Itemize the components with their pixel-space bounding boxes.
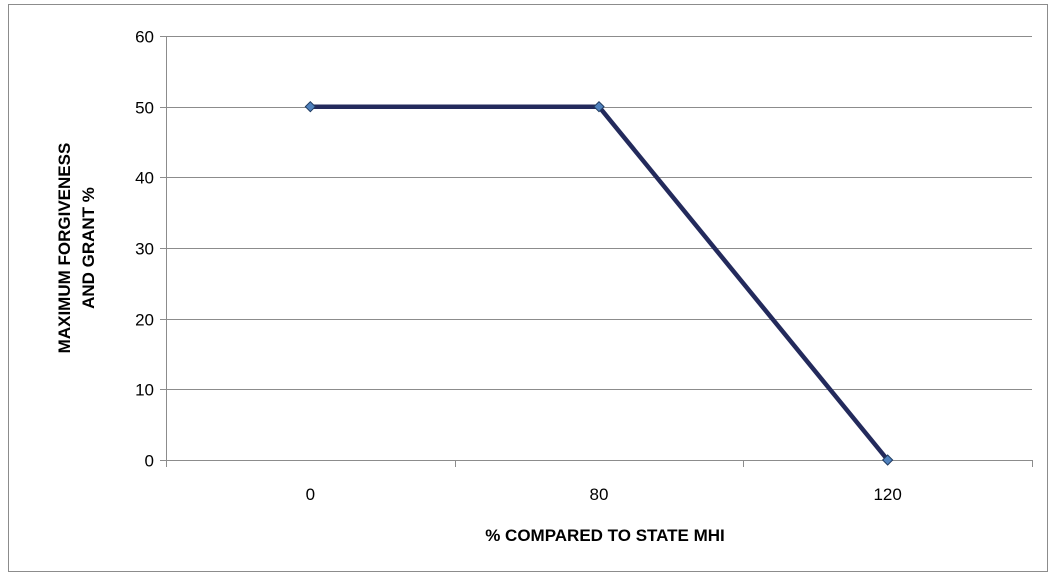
axes [160, 36, 1033, 467]
x-tick-labels: 0 80 120 [306, 485, 902, 504]
y-tick-label: 0 [145, 452, 154, 471]
y-tick-label: 50 [135, 99, 154, 118]
chart-area [8, 4, 1048, 572]
x-tick-label: 120 [873, 485, 901, 504]
y-tick-label: 30 [135, 240, 154, 259]
data-point-marker [881, 454, 894, 466]
x-axis-title: % COMPARED TO STATE MHI [485, 526, 725, 545]
x-tick-label: 80 [590, 485, 609, 504]
data-point-marker [593, 100, 605, 113]
data-point-marker [304, 100, 317, 113]
y-tick-label: 60 [135, 28, 154, 47]
gridlines [166, 36, 1032, 390]
y-axis-title-line-2: AND GRANT % [79, 187, 98, 309]
y-axis-title-line-1: MAXIMUM FORGIVENESS [55, 143, 74, 354]
y-tick-label: 20 [135, 311, 154, 330]
y-tick-label: 40 [135, 169, 154, 188]
y-tick-label: 10 [135, 381, 154, 400]
axis-titles: % COMPARED TO STATE MHI MAXIMUM FORGIVEN… [55, 143, 725, 545]
x-tick-label: 0 [306, 485, 315, 504]
series [304, 100, 894, 466]
series-line [310, 104, 890, 462]
y-tick-labels: 0 10 20 30 40 50 60 [135, 28, 154, 471]
